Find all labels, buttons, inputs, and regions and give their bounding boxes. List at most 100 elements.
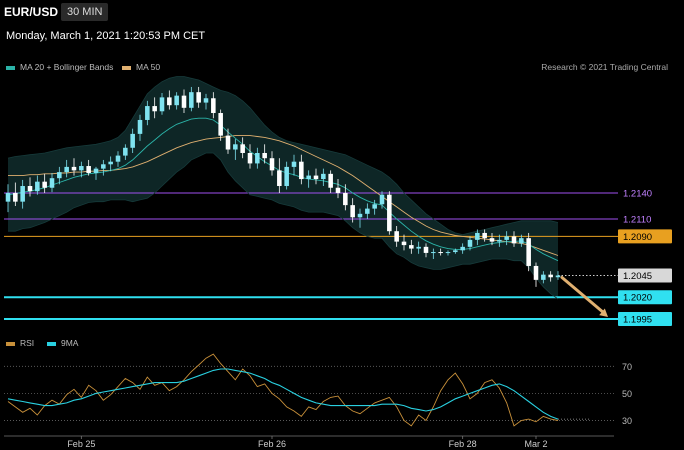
research-credit: Research © 2021 Trading Central (541, 62, 668, 72)
legend-rsi-label: RSI (20, 338, 35, 348)
candle-body (225, 135, 231, 150)
candle (137, 114, 143, 141)
candle-body (93, 168, 99, 173)
candle-body (313, 175, 319, 180)
candle-body (13, 192, 18, 202)
level-label: 1.2045 (618, 268, 672, 283)
candle-body (511, 236, 517, 244)
candle (152, 97, 157, 119)
candle-body (79, 166, 84, 171)
x-axis-label: Feb 25 (67, 439, 95, 449)
candle (35, 175, 40, 195)
candle (482, 229, 487, 242)
candle-body (108, 161, 113, 165)
level-label: 1.2140 (618, 185, 672, 200)
candle (93, 166, 99, 180)
legend-rsi-swatch (6, 341, 15, 346)
candle-body (233, 144, 238, 150)
candle (203, 93, 209, 110)
level-label: 1.2090 (618, 229, 672, 244)
level-label-bg (618, 311, 672, 326)
candle (504, 231, 509, 246)
candle-body (306, 175, 311, 180)
candle (489, 232, 495, 246)
candle-body (20, 186, 25, 202)
level-label-text: 1.1995 (623, 314, 652, 325)
candle (79, 161, 84, 178)
candle (20, 179, 25, 209)
legend-ma20-label: MA 20 + Bollinger Bands (20, 62, 114, 72)
candle-body (255, 152, 260, 164)
candle (101, 159, 106, 176)
candle (291, 154, 297, 176)
candle-body (196, 92, 201, 103)
candle-body (416, 246, 421, 249)
candle (409, 239, 414, 254)
legend-rsi: RSI (6, 338, 34, 348)
legend-ma50-label: MA 50 (136, 62, 161, 72)
candle (328, 170, 333, 193)
legend-rsi-ma-swatch (47, 341, 56, 346)
candle-body (218, 113, 223, 136)
candle-body (328, 173, 333, 188)
candle-body (123, 147, 128, 156)
candle (189, 86, 194, 112)
candle (262, 144, 267, 164)
candle (372, 199, 377, 215)
candle-body (27, 186, 33, 192)
candle (123, 144, 128, 160)
rsi-tick-label: 50 (622, 389, 632, 399)
candle-body (321, 173, 326, 180)
candle (247, 144, 253, 169)
candle-body (262, 152, 267, 159)
candle-body (130, 133, 135, 148)
level-label-text: 1.2045 (623, 271, 652, 282)
candle-body (423, 246, 429, 253)
candle-body (64, 166, 69, 173)
candle (145, 100, 150, 126)
candle (460, 243, 465, 254)
candle (438, 248, 443, 256)
candle (467, 236, 473, 251)
level-label: 1.2110 (618, 212, 672, 227)
candle-body (548, 274, 553, 278)
candle-body (42, 181, 47, 188)
candle (13, 182, 18, 206)
bollinger-lower (8, 152, 559, 300)
level-label-bg (618, 229, 672, 244)
candle-body (159, 97, 165, 112)
candle (225, 128, 231, 154)
candle (401, 234, 407, 251)
candle-body (247, 152, 253, 164)
candle-body (350, 205, 355, 218)
candle (255, 147, 260, 169)
candle-body (409, 245, 414, 249)
level-label-bg (618, 268, 672, 283)
rsi-tick-label: 70 (622, 362, 632, 372)
candle-body (343, 192, 348, 206)
candle-body (35, 181, 40, 192)
candle (541, 271, 546, 284)
candle-body (431, 252, 436, 254)
candle-body (379, 194, 385, 205)
x-axis-label: Feb 28 (449, 439, 477, 449)
candle-body (299, 161, 304, 180)
candle-body (291, 161, 297, 167)
candle (519, 234, 524, 247)
candle-body (533, 265, 539, 280)
candle (277, 158, 282, 193)
candle-body (174, 95, 179, 106)
bollinger-band (8, 76, 558, 299)
candle (181, 89, 187, 114)
timeframe-button[interactable]: 30 MIN (61, 3, 109, 21)
candle (42, 173, 47, 193)
level-label-bg (618, 185, 672, 200)
candle (218, 109, 223, 141)
candle (5, 184, 11, 213)
legend-ma20: MA 20 + Bollinger Bands (6, 62, 113, 72)
candle-body (181, 95, 187, 108)
candle (167, 90, 172, 110)
legend-ma20-swatch (6, 65, 15, 70)
candle (321, 168, 326, 187)
